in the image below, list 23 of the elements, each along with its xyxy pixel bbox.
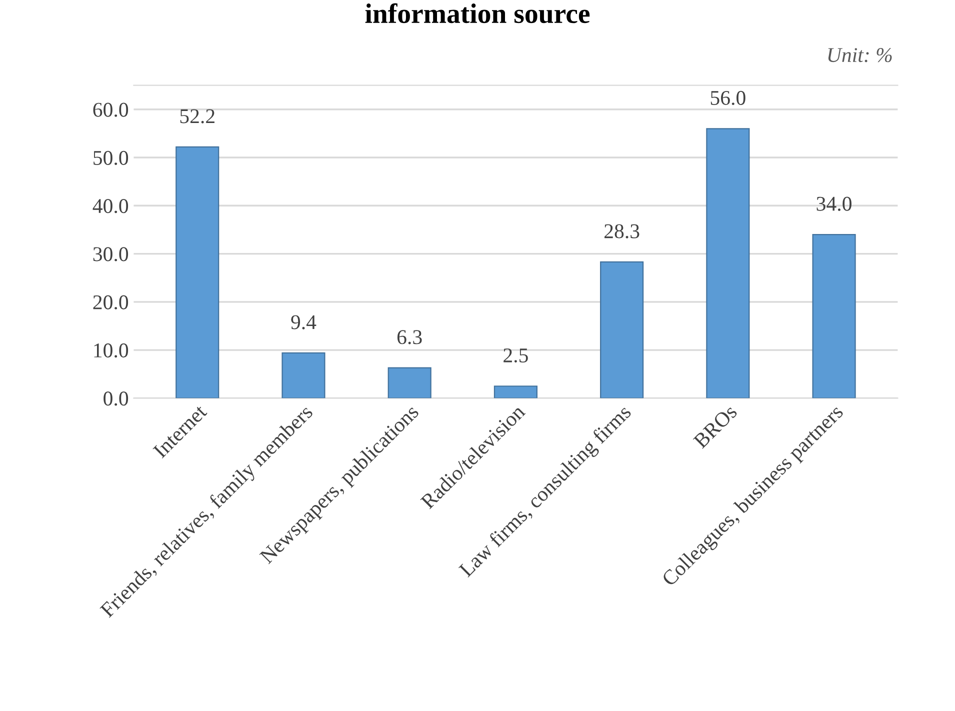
data-label: 56.0	[710, 90, 746, 106]
chart-title: information source	[365, 3, 590, 24]
y-tick-label: 30.0	[93, 247, 128, 262]
bar	[812, 234, 856, 398]
data-label: 9.4	[291, 315, 316, 330]
bar	[176, 146, 220, 398]
bar	[388, 367, 432, 398]
y-tick-label: 40.0	[92, 199, 128, 214]
y-tick-label: 50.0	[94, 150, 128, 166]
bar	[706, 128, 750, 398]
bar	[600, 261, 644, 398]
data-label: 52.2	[180, 109, 214, 124]
bar	[282, 352, 326, 398]
bar	[494, 386, 538, 398]
data-label: 28.3	[604, 224, 640, 238]
y-tick-label: 60.0	[93, 102, 128, 117]
text: Unit: %	[828, 48, 892, 62]
y-tick-label: 10.0	[94, 343, 128, 358]
data-label: 34.0	[816, 196, 852, 211]
y-tick-label: 20.0	[93, 295, 128, 310]
data-label: 2.5	[504, 348, 528, 363]
y-tick-label: 0.0	[104, 392, 128, 406]
data-label: 6.3	[397, 330, 422, 344]
